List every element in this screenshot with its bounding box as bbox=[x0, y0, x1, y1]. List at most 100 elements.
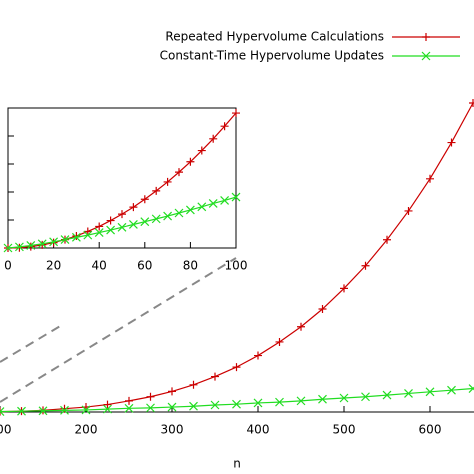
data-point bbox=[220, 122, 229, 131]
data-point bbox=[152, 186, 161, 195]
x-tick-label: 0 bbox=[4, 259, 12, 273]
x-tick-label: 500 bbox=[333, 423, 356, 437]
data-point bbox=[468, 384, 474, 393]
data-point bbox=[163, 211, 173, 221]
data-point bbox=[210, 400, 220, 410]
x-axis-label: n bbox=[233, 457, 241, 471]
data-point bbox=[232, 363, 241, 372]
data-point bbox=[38, 240, 47, 249]
data-point bbox=[83, 230, 93, 240]
data-point bbox=[208, 199, 218, 208]
data-point bbox=[318, 394, 327, 404]
data-point bbox=[151, 214, 161, 224]
zoom-guide bbox=[0, 324, 63, 363]
x-tick-label: 300 bbox=[161, 423, 184, 437]
plot-area bbox=[3, 109, 241, 253]
data-point bbox=[339, 393, 349, 403]
data-point bbox=[128, 220, 138, 229]
data-point bbox=[340, 284, 348, 293]
data-point bbox=[275, 397, 284, 407]
data-point bbox=[186, 157, 195, 166]
data-point bbox=[95, 222, 104, 231]
x-tick-label: 200 bbox=[75, 423, 98, 437]
data-point bbox=[185, 205, 195, 215]
x-tick-label: 600 bbox=[419, 423, 442, 437]
data-point bbox=[469, 99, 474, 107]
data-point bbox=[37, 239, 47, 249]
plot-area bbox=[0, 99, 474, 417]
data-point bbox=[81, 405, 91, 415]
legend-label: Repeated Hypervolume Calculations bbox=[165, 30, 384, 44]
data-point bbox=[361, 261, 370, 270]
data-point bbox=[26, 241, 36, 250]
data-point bbox=[209, 134, 218, 143]
data-point bbox=[189, 380, 198, 389]
data-point bbox=[117, 222, 127, 232]
data-point bbox=[175, 168, 183, 177]
data-point bbox=[383, 235, 391, 244]
data-point bbox=[296, 396, 306, 406]
data-point bbox=[49, 237, 59, 247]
data-point bbox=[106, 225, 116, 235]
data-point bbox=[447, 385, 456, 395]
x-tick-label: 60 bbox=[137, 259, 152, 273]
data-point bbox=[60, 235, 70, 245]
data-point bbox=[118, 210, 126, 219]
data-point bbox=[106, 216, 115, 225]
data-point bbox=[404, 206, 413, 215]
data-point bbox=[60, 405, 69, 415]
data-point bbox=[253, 398, 263, 408]
x-tick-label: 100 bbox=[225, 259, 248, 273]
x-tick-label: 80 bbox=[183, 259, 198, 273]
data-point bbox=[146, 392, 155, 401]
data-point bbox=[26, 242, 35, 251]
data-point bbox=[103, 404, 112, 414]
data-point bbox=[94, 228, 104, 238]
data-point bbox=[14, 242, 24, 252]
data-point bbox=[60, 404, 69, 413]
x-tick-label: 20 bbox=[46, 259, 61, 273]
x-tick-label: 400 bbox=[247, 423, 270, 437]
inset-frame bbox=[7, 107, 237, 249]
legend-marker bbox=[422, 33, 430, 41]
data-point bbox=[71, 232, 81, 242]
data-point bbox=[83, 227, 92, 236]
data-point bbox=[38, 406, 48, 416]
data-point bbox=[3, 243, 13, 253]
data-point bbox=[140, 217, 150, 227]
data-point bbox=[297, 322, 305, 331]
data-point bbox=[129, 203, 138, 212]
x-tick-label: 100 bbox=[0, 423, 11, 437]
data-point bbox=[318, 305, 327, 313]
data-point bbox=[103, 400, 112, 409]
data-point bbox=[220, 195, 230, 205]
data-point bbox=[163, 177, 172, 186]
data-point bbox=[425, 387, 435, 397]
data-point bbox=[124, 403, 134, 413]
legend-marker bbox=[421, 51, 431, 61]
data-point bbox=[125, 396, 133, 405]
data-point bbox=[168, 387, 176, 396]
data-point bbox=[174, 208, 184, 218]
data-point bbox=[0, 407, 5, 417]
x-tick-label: 40 bbox=[92, 259, 107, 273]
data-point bbox=[426, 174, 434, 183]
data-point bbox=[232, 109, 240, 118]
data-point bbox=[146, 403, 155, 413]
zoom-guide bbox=[0, 257, 237, 403]
data-point bbox=[382, 390, 392, 400]
data-point bbox=[232, 399, 241, 409]
data-point bbox=[275, 337, 284, 346]
data-point bbox=[231, 192, 241, 202]
data-point bbox=[447, 138, 456, 147]
data-point bbox=[167, 402, 177, 412]
data-point bbox=[404, 389, 413, 398]
data-point bbox=[189, 401, 198, 411]
data-point bbox=[17, 406, 26, 416]
data-point bbox=[254, 351, 262, 360]
data-point bbox=[197, 202, 207, 212]
data-point bbox=[72, 231, 81, 240]
data-point bbox=[197, 146, 206, 155]
legend-label: Constant-Time Hypervolume Updates bbox=[160, 49, 384, 63]
